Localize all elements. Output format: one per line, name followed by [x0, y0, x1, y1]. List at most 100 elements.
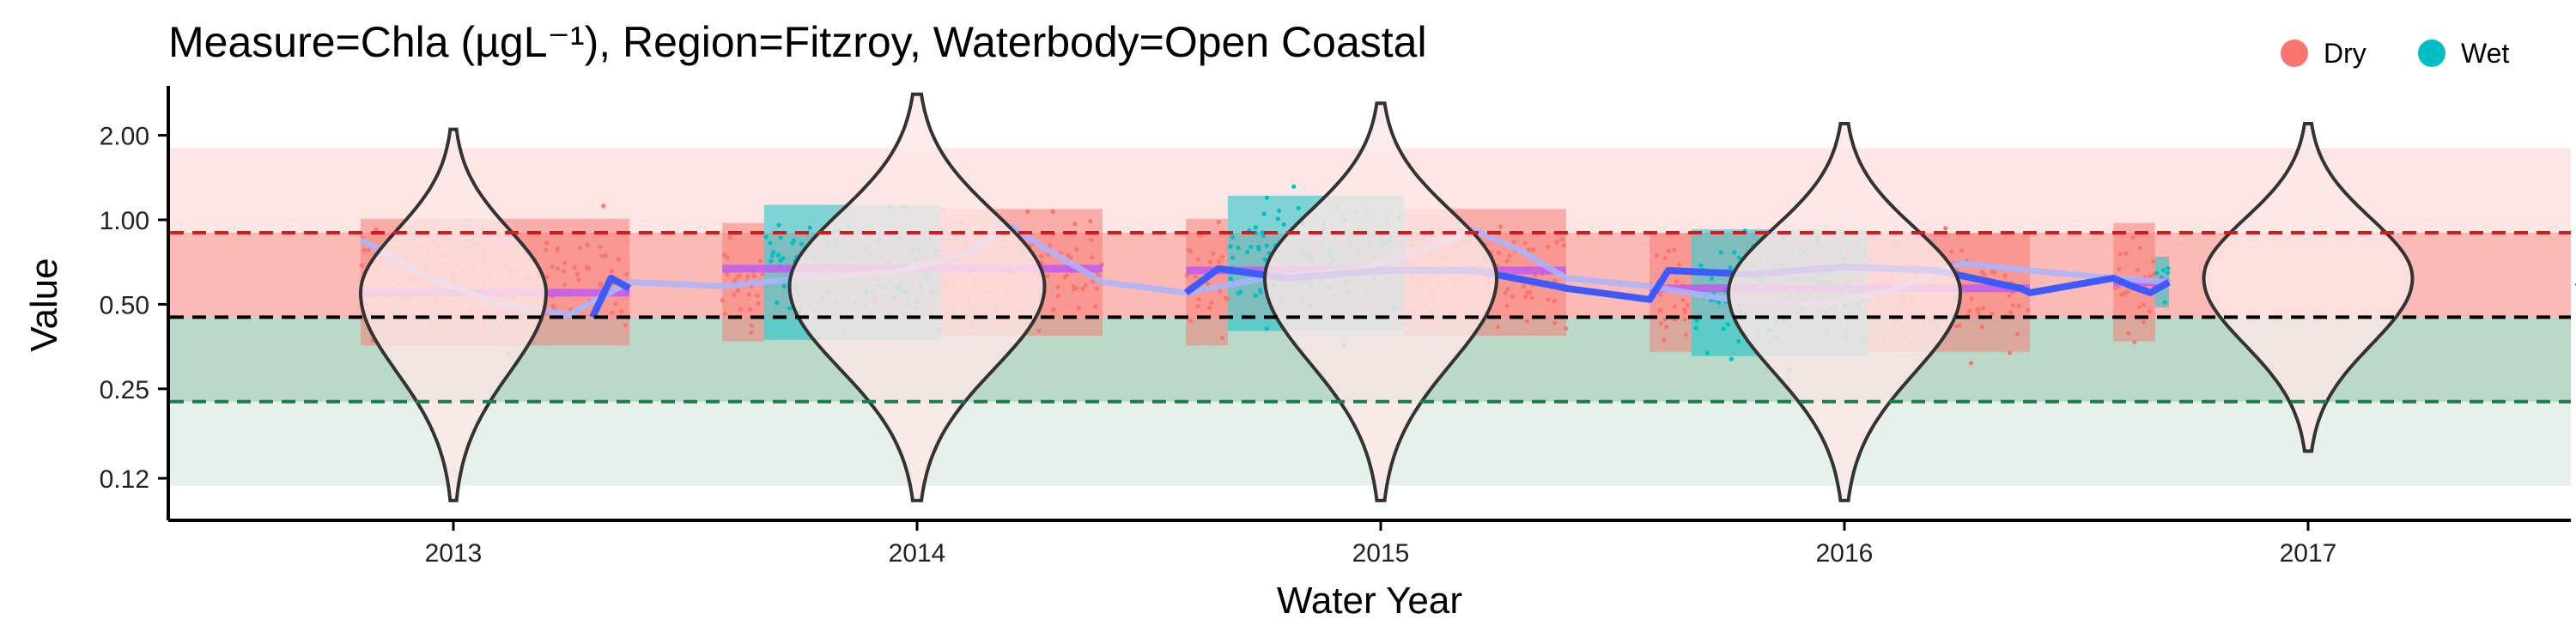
data-point — [749, 330, 754, 335]
data-point — [1976, 311, 1981, 316]
data-point — [2026, 307, 2031, 313]
data-point — [1219, 336, 1225, 341]
data-point — [1496, 250, 1501, 255]
data-point — [1666, 248, 1671, 253]
violin-2015 — [1262, 101, 1499, 502]
data-point — [1209, 301, 1214, 306]
data-point — [599, 253, 605, 258]
data-point — [1249, 244, 1254, 250]
data-point — [1504, 258, 1510, 264]
data-point — [1277, 208, 1282, 214]
data-point — [2016, 303, 2021, 308]
data-point — [791, 238, 797, 243]
data-point — [359, 263, 364, 268]
data-point — [1256, 246, 1261, 252]
data-point — [732, 292, 737, 297]
data-point — [619, 309, 624, 314]
data-point — [1959, 248, 1965, 253]
data-point — [1195, 257, 1200, 262]
data-point — [1658, 321, 1663, 326]
data-point — [1709, 276, 1714, 281]
y-tick-label: 1.00 — [100, 207, 149, 235]
data-point — [1943, 226, 1948, 231]
data-point — [751, 273, 756, 278]
y-tick-label: 2.00 — [100, 123, 149, 151]
data-point — [2166, 265, 2171, 270]
data-point — [1219, 254, 1224, 259]
data-point — [2141, 302, 2146, 307]
data-point — [1991, 270, 1997, 275]
x-ticks: 2013 2014 2015 2016 2017 — [425, 520, 2336, 568]
data-point — [1071, 284, 1076, 289]
data-point — [598, 281, 603, 286]
data-point — [1264, 195, 1269, 200]
data-point — [1975, 307, 1980, 312]
data-point — [770, 250, 776, 255]
data-point — [781, 283, 787, 289]
data-point — [550, 303, 556, 308]
data-point — [1036, 328, 1042, 333]
data-point — [374, 228, 379, 233]
data-point — [1093, 304, 1098, 309]
data-point — [1055, 294, 1060, 299]
data-point — [735, 275, 740, 280]
data-point — [1969, 296, 1974, 301]
data-point — [807, 225, 812, 230]
y-ticks: 0.12 0.25 0.50 1.00 2.00 — [100, 123, 168, 494]
legend-marker-wet — [2418, 39, 2445, 67]
data-point — [1677, 262, 1682, 267]
data-point — [2136, 304, 2142, 310]
data-point — [2162, 300, 2167, 305]
data-point — [578, 246, 583, 251]
data-point — [2147, 309, 2153, 314]
data-point — [1281, 222, 1286, 227]
data-point — [1529, 295, 1534, 301]
data-point — [2117, 252, 2123, 257]
data-point — [2126, 331, 2131, 336]
violin-2013 — [358, 127, 549, 502]
data-point — [759, 271, 765, 276]
data-point — [2002, 273, 2008, 278]
data-point — [2007, 294, 2012, 299]
data-point — [2123, 251, 2129, 256]
data-point — [1261, 211, 1267, 216]
data-point — [1193, 274, 1198, 279]
data-point — [1504, 303, 1510, 308]
data-point — [1552, 299, 1557, 304]
data-point — [1498, 224, 1504, 229]
data-point — [576, 277, 581, 283]
data-point — [1206, 306, 1212, 311]
data-point — [1050, 209, 1055, 214]
data-point — [1704, 350, 1710, 355]
data-point — [1732, 250, 1737, 255]
legend-marker-dry — [2281, 39, 2308, 67]
data-point — [1662, 255, 1668, 261]
data-point — [1728, 265, 1733, 270]
data-point — [2015, 331, 2020, 337]
data-point — [562, 260, 568, 265]
data-point — [1083, 283, 1089, 288]
data-point — [1072, 222, 1078, 227]
data-point — [1718, 250, 1723, 255]
data-point — [1680, 297, 1686, 302]
data-point — [1979, 325, 1984, 330]
data-point — [1672, 247, 1677, 252]
data-point — [1216, 220, 1221, 225]
data-point — [1253, 293, 1258, 298]
data-point — [1045, 273, 1050, 278]
data-point — [1530, 247, 1536, 252]
data-point — [763, 234, 769, 240]
data-point — [1055, 284, 1060, 289]
data-point — [720, 298, 726, 303]
data-point — [1068, 255, 1073, 260]
x-tick-label: 2016 — [1816, 539, 1874, 568]
data-point — [1658, 292, 1663, 297]
data-point — [1698, 263, 1704, 268]
data-point — [747, 307, 753, 312]
data-point — [1186, 247, 1191, 252]
data-point — [2125, 289, 2130, 295]
data-point — [1685, 302, 1691, 307]
data-point — [756, 301, 761, 306]
data-point — [2160, 268, 2166, 273]
